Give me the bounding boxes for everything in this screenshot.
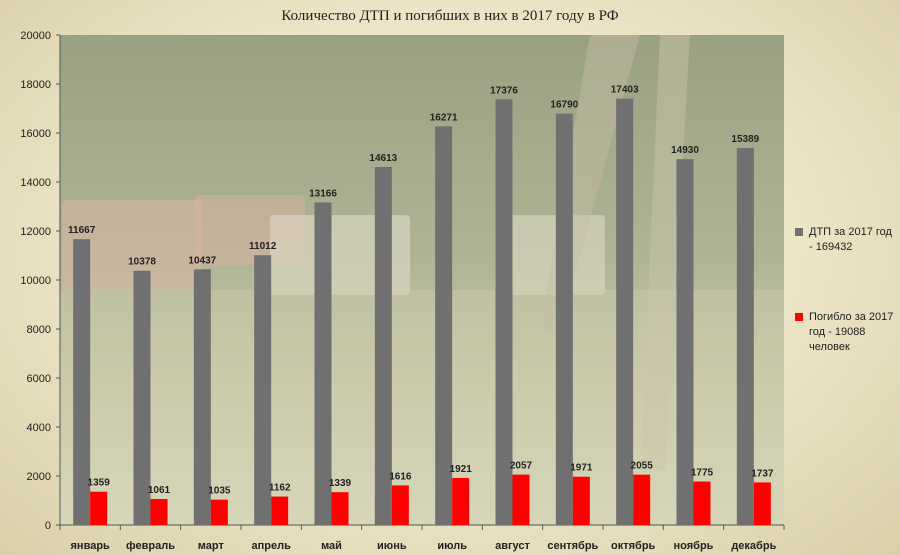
chart-title: Количество ДТП и погибших в них в 2017 г… — [281, 8, 619, 24]
x-tick-label: ноябрь — [674, 540, 714, 552]
plot-background-photo — [60, 35, 784, 525]
bar-dtp — [616, 98, 634, 526]
bar-dtp — [676, 159, 694, 525]
bar-deaths — [633, 474, 651, 525]
bar-dtp — [133, 270, 151, 525]
y-tick-label: 16000 — [20, 128, 51, 140]
x-tick-label: февраль — [126, 540, 175, 552]
data-label-dtp: 13166 — [309, 188, 337, 199]
bar-deaths — [572, 476, 590, 525]
legend-item-dtp: ДТП за 2017 год - 169432 — [795, 225, 895, 255]
y-tick-label: 12000 — [20, 226, 51, 238]
data-label-dtp: 16790 — [550, 100, 578, 111]
x-tick-label: март — [198, 540, 225, 552]
y-tick-label: 18000 — [20, 79, 51, 91]
y-tick-label: 6000 — [27, 373, 51, 385]
bar-deaths — [391, 485, 409, 525]
bar-deaths — [210, 499, 228, 525]
x-tick-label: август — [495, 540, 530, 552]
bar-dtp — [254, 255, 272, 525]
y-tick-label: 14000 — [20, 177, 51, 189]
data-labels: 11667 10378 10437 11012 13166 14613 16271 17376… — [68, 85, 774, 497]
y-tick-label: 4000 — [27, 422, 51, 434]
y-tick-label: 0 — [45, 520, 51, 532]
legend-swatch-deaths — [795, 313, 803, 321]
x-tick-label: июль — [437, 540, 467, 552]
data-label-dtp: 15389 — [731, 134, 759, 145]
x-tick-label: апрель — [251, 540, 291, 552]
x-tick-label: май — [321, 540, 342, 552]
data-label-dtp: 14613 — [369, 153, 397, 164]
y-tick-label: 8000 — [27, 324, 51, 336]
data-label-deaths: 1061 — [148, 485, 171, 496]
x-tick-label: январь — [71, 540, 111, 552]
data-label-deaths: 2057 — [510, 461, 533, 472]
x-tick-label: сентябрь — [547, 540, 598, 552]
bar-dtp — [736, 147, 754, 526]
data-label-deaths: 1035 — [208, 486, 231, 497]
bar-dtp — [73, 239, 91, 525]
bar-dtp — [495, 99, 513, 526]
bar-dtp — [374, 166, 392, 525]
y-axis: 0 2000 4000 6000 8000 10000 12000 14000 16000 180… — [20, 30, 61, 532]
y-tick-label: 10000 — [20, 275, 51, 287]
data-label-dtp: 10378 — [128, 257, 156, 268]
data-label-dtp: 17403 — [611, 85, 639, 96]
data-label-dtp: 17376 — [490, 85, 518, 96]
bar-dtp — [435, 126, 453, 525]
data-label-dtp: 11667 — [68, 225, 96, 236]
legend-swatch-dtp — [795, 228, 803, 236]
data-label-dtp: 10437 — [188, 255, 216, 266]
x-tick-label: декабрь — [731, 540, 776, 552]
bars — [73, 98, 771, 526]
bar-deaths — [512, 474, 530, 525]
y-tick-label: 20000 — [20, 30, 51, 42]
data-label-deaths: 1775 — [691, 468, 714, 479]
data-label-deaths: 1737 — [751, 468, 774, 479]
bar-deaths — [90, 491, 108, 525]
data-label-deaths: 1359 — [88, 478, 111, 489]
x-tick-label: октябрь — [611, 540, 656, 552]
bar-dtp — [314, 202, 332, 526]
bar-deaths — [331, 492, 349, 525]
data-label-dtp: 14930 — [671, 145, 699, 156]
y-tick-label: 2000 — [27, 471, 51, 483]
data-label-deaths: 2055 — [631, 461, 654, 472]
data-label-deaths: 1339 — [329, 478, 352, 489]
legend-label-dtp: ДТП за 2017 год - 169432 — [809, 226, 892, 253]
data-label-deaths: 1921 — [450, 464, 473, 475]
bar-deaths — [271, 496, 289, 525]
bar-deaths — [753, 482, 771, 525]
data-label-deaths: 1616 — [389, 471, 412, 482]
data-label-deaths: 1162 — [269, 483, 291, 494]
data-label-deaths: 1971 — [570, 463, 593, 474]
bar-dtp — [555, 113, 573, 526]
data-label-dtp: 16271 — [430, 112, 458, 123]
bar-deaths — [693, 481, 711, 525]
legend-item-deaths: Погибло за 2017 год - 19088 человек — [795, 310, 895, 355]
bar-deaths — [452, 477, 470, 525]
x-axis: январь февраль март апрель май июнь июль август… — [59, 524, 785, 552]
legend-label-deaths: Погибло за 2017 год - 19088 человек — [809, 311, 894, 353]
bar-deaths — [150, 499, 168, 525]
x-tick-label: июнь — [377, 540, 407, 552]
bar-dtp — [193, 269, 211, 525]
data-label-dtp: 11012 — [249, 241, 277, 252]
